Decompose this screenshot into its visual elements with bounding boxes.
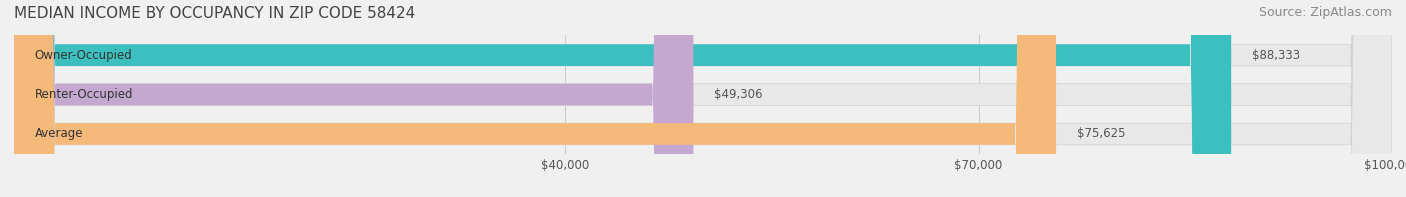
FancyBboxPatch shape xyxy=(14,0,1392,197)
Text: $88,333: $88,333 xyxy=(1251,49,1301,62)
Text: MEDIAN INCOME BY OCCUPANCY IN ZIP CODE 58424: MEDIAN INCOME BY OCCUPANCY IN ZIP CODE 5… xyxy=(14,6,415,21)
Text: Average: Average xyxy=(35,127,83,140)
Text: Source: ZipAtlas.com: Source: ZipAtlas.com xyxy=(1258,6,1392,19)
FancyBboxPatch shape xyxy=(14,0,1392,197)
Text: $49,306: $49,306 xyxy=(714,88,762,101)
FancyBboxPatch shape xyxy=(14,0,1056,197)
FancyBboxPatch shape xyxy=(14,0,1392,197)
FancyBboxPatch shape xyxy=(14,0,1232,197)
Text: $75,625: $75,625 xyxy=(1077,127,1125,140)
FancyBboxPatch shape xyxy=(14,0,693,197)
Text: Owner-Occupied: Owner-Occupied xyxy=(35,49,132,62)
Text: Renter-Occupied: Renter-Occupied xyxy=(35,88,134,101)
